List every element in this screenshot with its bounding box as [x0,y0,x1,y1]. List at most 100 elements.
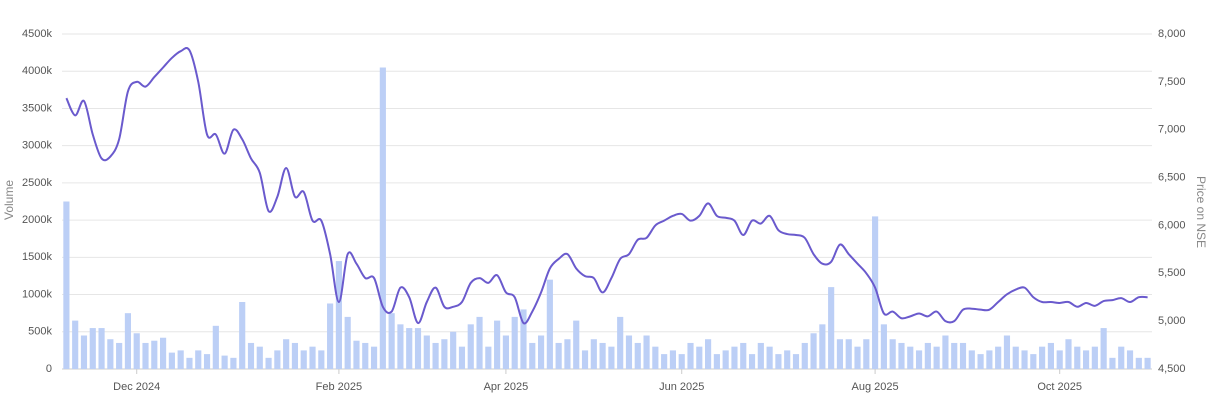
x-tick-label: Feb 2025 [316,381,362,393]
volume-bar [529,342,536,369]
volume-bar [933,346,940,369]
volume-bar [599,342,606,369]
y2-axis-title: Price on NSE [1194,176,1208,248]
volume-bar [1047,342,1054,369]
volume-bar [977,354,984,369]
y2-tick-label: 8,000 [1158,28,1186,40]
x-tick-label: Dec 2024 [113,381,160,393]
volume-bar [792,354,800,369]
volume-bar [388,313,395,369]
volume-bar [546,279,553,369]
volume-bar [766,346,773,369]
volume-bar [845,339,852,369]
volume-bar [564,339,571,369]
volume-bar [124,313,132,369]
volume-bar [713,354,720,369]
volume-bar [212,325,219,369]
volume-bar [678,354,685,369]
volume-bar [414,328,422,369]
volume-bar [696,346,703,369]
volume-bar [1065,339,1072,369]
volume-bar [177,350,184,369]
volume-bar [643,335,650,369]
volume-bar [1118,346,1125,369]
volume-bar [828,287,835,369]
volume-bar [775,354,782,369]
y-axis-title: Volume [2,180,16,220]
volume-bar [89,328,96,369]
volume-bar [423,335,430,369]
volume-bar [370,346,378,369]
volume-bar [968,350,975,369]
volume-bar [915,350,923,369]
volume-bar [705,339,712,369]
volume-bar [898,342,905,369]
volume-bar [1100,328,1107,369]
volume-bar [239,302,246,369]
y-tick-label: 500k [28,326,52,338]
volume-bar [186,357,193,369]
volume-bar [581,350,589,369]
volume-bar [924,342,931,369]
volume-bar [467,324,474,369]
volume-bar [1021,350,1028,369]
x-tick-label: Oct 2025 [1037,381,1082,393]
volume-bar [687,342,694,369]
volume-bar [740,342,747,369]
volume-bar [810,333,817,369]
volume-bar [221,355,228,369]
y2-tick-label: 7,500 [1158,76,1186,88]
volume-bar [458,346,466,369]
volume-bar [1091,346,1098,369]
volume-bar [203,354,211,369]
volume-bar [617,316,624,369]
volume-bar [669,350,677,369]
volume-bar [880,324,887,369]
volume-bar [590,339,597,369]
volume-bar [397,324,404,369]
volume-bar [748,354,756,369]
volume-bar [327,303,334,369]
volume-bar [256,346,263,369]
y-tick-label: 2500k [22,177,52,189]
volume-bar [573,320,580,369]
volume-bar [265,357,272,369]
volume-bar [151,340,158,369]
volume-bar [986,350,993,369]
volume-bar [889,339,896,369]
volume-bar [1030,354,1037,369]
volume-bar [379,67,386,369]
volume-bar [432,342,439,369]
volume-bar [942,335,949,369]
volume-bar [362,342,369,369]
volume-bar [485,346,492,369]
y-tick-label: 1000k [22,288,52,300]
volume-bar [555,342,562,369]
volume-bar [142,342,149,369]
volume-bar [107,339,114,369]
volume-bar [98,328,105,369]
x-tick-label: Jun 2025 [659,381,704,393]
volume-bar [511,316,518,369]
volume-bar [1074,346,1081,369]
volume-bar [784,350,791,369]
volume-bar [722,350,729,369]
volume-bar [1109,357,1116,369]
volume-bar [951,342,958,369]
volume-bar [116,342,123,369]
volume-bar [247,342,255,369]
volume-bar [450,331,457,369]
volume-bar [872,216,879,369]
volume-bar [537,335,545,369]
volume-bar [502,335,509,369]
volume-bar [757,342,764,369]
volume-bar [836,339,844,369]
volume-bar [801,342,808,369]
x-tick-label: Apr 2025 [484,381,529,393]
volume-bar [195,350,202,369]
y-tick-label: 4500k [22,28,52,40]
x-tick-label: Aug 2025 [852,381,899,393]
volume-bar [634,342,641,369]
price-line [65,46,1148,325]
volume-bar [441,339,448,369]
